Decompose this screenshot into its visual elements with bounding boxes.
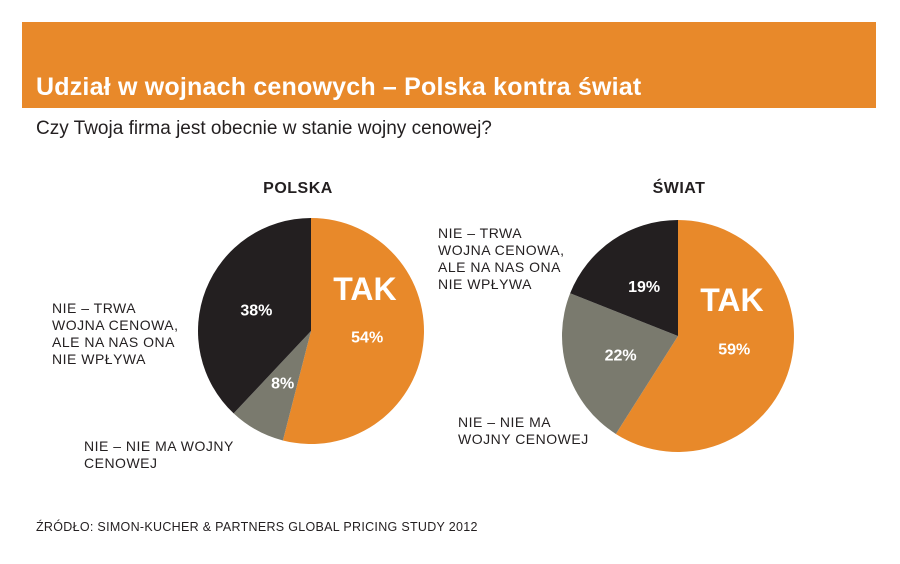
label-line: WOJNA CENOWA, xyxy=(438,242,565,259)
title-banner: Udział w wojnach cenowych – Polska kontr… xyxy=(22,22,876,108)
label-line: NIE – NIE MA WOJNY xyxy=(84,438,234,454)
pie-title-world: ŚWIAT xyxy=(652,180,706,197)
slice-value-nie_trwa: 38% xyxy=(240,302,272,319)
slice-name-tak: TAK xyxy=(700,282,763,318)
slice-name-tak: TAK xyxy=(333,271,396,307)
pie-slice-nie_nie_ma xyxy=(233,331,311,441)
label-line: NIE WPŁYWA xyxy=(52,351,146,368)
pie-slice-nie_nie_ma xyxy=(562,293,678,434)
slice-value-nie_nie_ma: 22% xyxy=(605,348,637,365)
label-line: NIE – TRWA xyxy=(438,225,523,241)
pie-chart-poland: TAK 54% 8% 38% xyxy=(198,218,424,444)
poland-label-nie-trwa: NIE – TRWA WOJNA CENOWA, ALE NA NAS ONA … xyxy=(52,300,179,368)
world-label-nie-nie-ma: NIE – NIE MA WOJNY CENOWEJ xyxy=(458,414,589,448)
slice-value-nie_nie_ma: 8% xyxy=(271,375,294,392)
poland-label-nie-nie-ma: NIE – NIE MA WOJNY CENOWEJ xyxy=(84,438,234,472)
label-line: NIE – NIE MA xyxy=(458,414,552,430)
label-line: CENOWEJ xyxy=(84,455,158,472)
slice-value-tak: 59% xyxy=(718,341,750,358)
world-label-nie-trwa: NIE – TRWA WOJNA CENOWA, ALE NA NAS ONA … xyxy=(438,225,565,293)
slice-value-nie_trwa: 19% xyxy=(628,279,660,296)
label-line: NIE WPŁYWA xyxy=(438,276,532,293)
label-line: ALE NA NAS ONA xyxy=(52,334,175,351)
chart-title: Udział w wojnach cenowych – Polska kontr… xyxy=(36,73,642,101)
pie-slice-tak xyxy=(282,218,424,444)
label-line: WOJNA CENOWA, xyxy=(52,317,179,334)
pie-slice-tak xyxy=(615,220,794,452)
pie-slice-nie_trwa xyxy=(198,218,311,414)
pie-title-poland: POLSKA xyxy=(263,180,333,197)
label-line: NIE – TRWA xyxy=(52,300,137,316)
label-line: WOJNY CENOWEJ xyxy=(458,431,589,448)
source-note: ŹRÓDŁO: SIMON-KUCHER & PARTNERS GLOBAL P… xyxy=(36,520,478,534)
slice-value-tak: 54% xyxy=(351,329,383,346)
label-line: ALE NA NAS ONA xyxy=(438,259,561,276)
chart-question: Czy Twoja firma jest obecnie w stanie wo… xyxy=(36,118,492,139)
pie-slice-nie_trwa xyxy=(570,220,678,336)
pie-chart-world: TAK 59% 22% 19% xyxy=(562,220,794,452)
